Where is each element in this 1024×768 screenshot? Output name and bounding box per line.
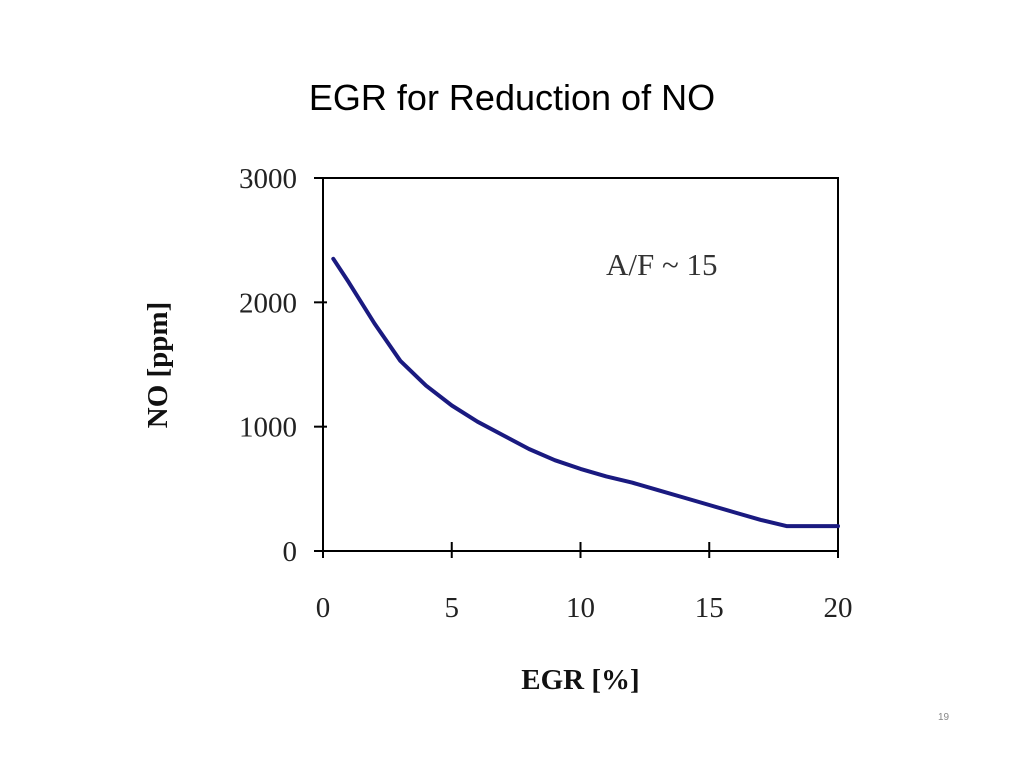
page-number: 19 [938, 712, 950, 723]
series-line-0 [331, 256, 840, 529]
plot-frame [322, 177, 839, 552]
x-axis-title: EGR [%] [521, 664, 639, 696]
plot-area [322, 177, 839, 552]
y-axis-title: NO [ppm] [142, 302, 174, 428]
x-tick-label: 20 [824, 592, 853, 624]
x-tick-label: 10 [566, 592, 595, 624]
y-tick-label: 0 [283, 536, 298, 568]
series-group [331, 256, 840, 529]
y-tick-label: 1000 [239, 412, 297, 444]
axes [314, 177, 839, 558]
x-tick-label: 0 [316, 592, 331, 624]
slide-title: EGR for Reduction of NO [308, 77, 716, 118]
x-tick-label: 5 [445, 592, 460, 624]
y-tick-label: 2000 [239, 287, 297, 319]
annotation-af-ratio: A/F ~ 15 [606, 247, 718, 282]
y-tick-label: 3000 [239, 163, 297, 195]
x-tick-label: 15 [695, 592, 724, 624]
labels-group: 0 5 10 15 20 0 1000 2000 3000 EGR [%] NO [ppm] A/F … [142, 163, 853, 696]
